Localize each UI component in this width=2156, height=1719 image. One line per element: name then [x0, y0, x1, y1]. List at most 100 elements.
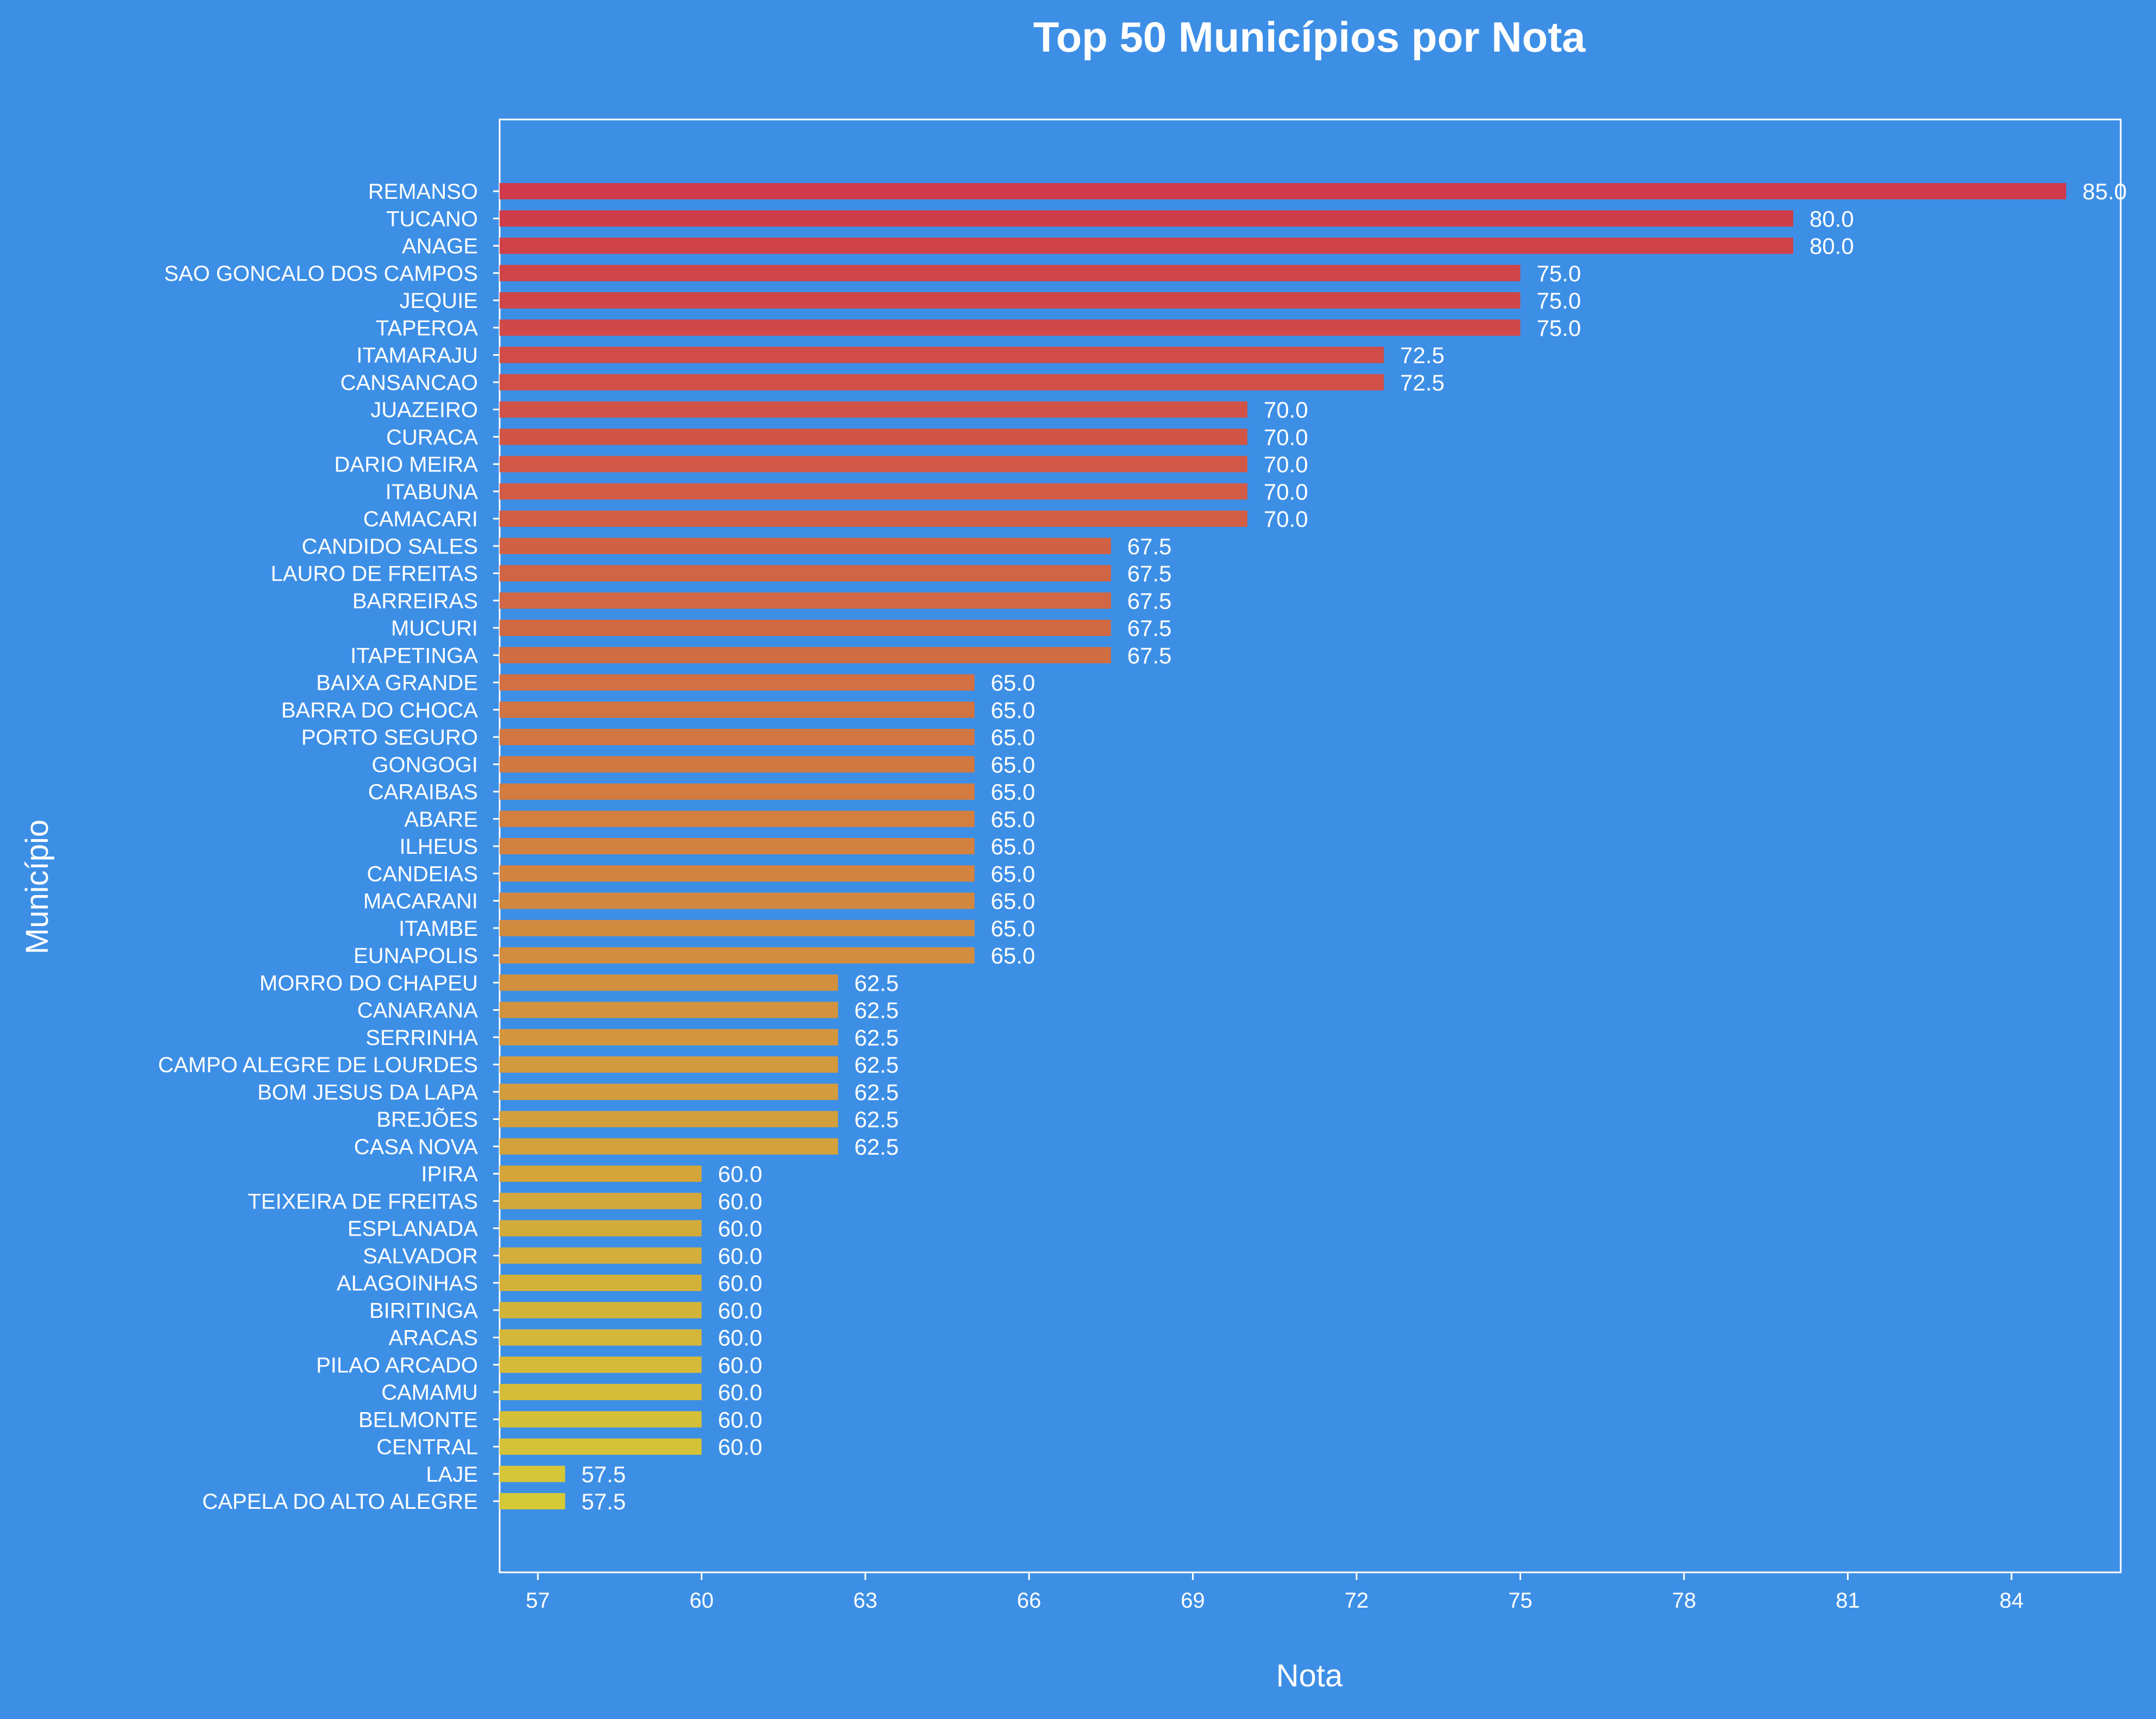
value-label: 62.5 [854, 1025, 899, 1050]
bar [500, 1247, 702, 1264]
bar [500, 647, 1111, 664]
category-label: CAMACARI [363, 507, 478, 531]
value-label: 70.0 [1264, 424, 1308, 450]
value-label: 80.0 [1810, 234, 1854, 259]
bar [500, 1493, 565, 1509]
bar [500, 1056, 839, 1073]
category-label: ITAPETINGA [350, 644, 478, 668]
category-label: LAJE [426, 1463, 478, 1487]
bar [500, 674, 975, 691]
x-axis-label: Nota [1276, 1658, 1343, 1693]
bar [500, 1356, 702, 1373]
value-label: 62.5 [854, 1052, 899, 1078]
value-label: 67.5 [1127, 561, 1172, 587]
bar [500, 237, 1793, 254]
value-label: 65.0 [991, 670, 1035, 696]
value-label-group: 85.080.080.075.075.075.072.572.570.070.0… [582, 179, 2127, 1514]
bar [500, 511, 1247, 527]
x-axis-ticks: 57 60 63 66 69 72 75 78 81 84 [526, 1572, 2023, 1613]
value-label: 65.0 [991, 752, 1035, 777]
category-label: ANAGE [402, 235, 478, 259]
category-label: BOM JESUS DA LAPA [257, 1080, 478, 1104]
category-label: ARACAS [389, 1326, 478, 1350]
value-label: 65.0 [991, 697, 1035, 723]
value-label: 72.5 [1400, 343, 1445, 368]
value-label: 67.5 [1127, 533, 1172, 559]
category-label: PORTO SEGURO [301, 726, 478, 750]
bar [500, 1138, 839, 1155]
category-label: CANSANCAO [341, 371, 478, 395]
value-label: 62.5 [854, 1107, 899, 1132]
x-tick-label: 84 [2000, 1589, 2024, 1613]
bar [500, 1084, 839, 1100]
x-tick-label: 78 [1672, 1589, 1697, 1613]
category-label: CASA NOVA [354, 1135, 478, 1159]
category-label: GONGOGI [371, 753, 478, 777]
value-label: 57.5 [582, 1462, 626, 1487]
category-label: REMANSO [368, 180, 478, 204]
bar [500, 1193, 702, 1210]
bar [500, 620, 1111, 636]
value-label: 65.0 [991, 807, 1035, 832]
bar [500, 347, 1384, 363]
category-label: BIRITINGA [369, 1299, 478, 1323]
value-label: 85.0 [2082, 179, 2127, 204]
bar [500, 265, 1521, 281]
bar [500, 1411, 702, 1428]
value-label: 70.0 [1264, 506, 1308, 532]
value-label: 60.0 [718, 1243, 762, 1269]
bar [500, 974, 839, 991]
category-label-group: REMANSO TUCANO ANAGE SAO GONCALO DOS CAMPOS… [158, 180, 500, 1514]
bar [500, 456, 1247, 473]
category-label: MORRO DO CHAPEU [260, 971, 478, 995]
category-label: ILHEUS [400, 835, 478, 859]
value-label: 65.0 [991, 861, 1035, 886]
category-label: CAPELA DO ALTO ALEGRE [202, 1490, 478, 1514]
value-label: 67.5 [1127, 643, 1172, 668]
bar [500, 892, 975, 909]
value-label: 62.5 [854, 970, 899, 996]
value-label: 75.0 [1536, 261, 1581, 286]
category-label: DARIO MEIRA [335, 453, 478, 477]
category-label: TAPEROA [376, 316, 478, 340]
bar [500, 1275, 702, 1291]
value-label: 65.0 [991, 943, 1035, 968]
category-label: PILAO ARCADO [316, 1353, 478, 1377]
value-label: 60.0 [718, 1298, 762, 1323]
value-label: 75.0 [1536, 288, 1581, 313]
bar [500, 1002, 839, 1018]
bar [500, 374, 1384, 391]
bar [500, 920, 975, 936]
y-axis-label: Município [20, 820, 55, 954]
bar [500, 183, 2066, 199]
value-label: 60.0 [718, 1380, 762, 1405]
category-label: JUAZEIRO [370, 398, 478, 422]
value-label: 60.0 [718, 1325, 762, 1351]
x-tick-label: 81 [1836, 1589, 1860, 1613]
bar [500, 1029, 839, 1046]
value-label: 60.0 [718, 1270, 762, 1296]
category-label: SALVADOR [363, 1244, 478, 1268]
category-label: BAIXA GRANDE [316, 671, 478, 695]
category-label: BARREIRAS [352, 589, 478, 613]
value-label: 72.5 [1400, 370, 1445, 395]
bar [500, 319, 1521, 336]
bar [500, 1302, 702, 1319]
category-label: BELMONTE [358, 1408, 478, 1432]
value-label: 60.0 [718, 1216, 762, 1242]
bar [500, 565, 1111, 582]
bar [500, 701, 975, 718]
category-label: MACARANI [363, 890, 478, 914]
bar [500, 838, 975, 854]
value-label: 67.5 [1127, 615, 1172, 641]
bar [500, 538, 1111, 555]
category-label: CARAIBAS [368, 780, 478, 804]
bar [500, 1166, 702, 1182]
bar [500, 292, 1521, 308]
category-label: LAURO DE FREITAS [270, 562, 478, 586]
bar [500, 865, 975, 882]
bar [500, 947, 975, 964]
category-label: MUCURI [391, 616, 478, 640]
bar-group [500, 183, 2066, 1509]
